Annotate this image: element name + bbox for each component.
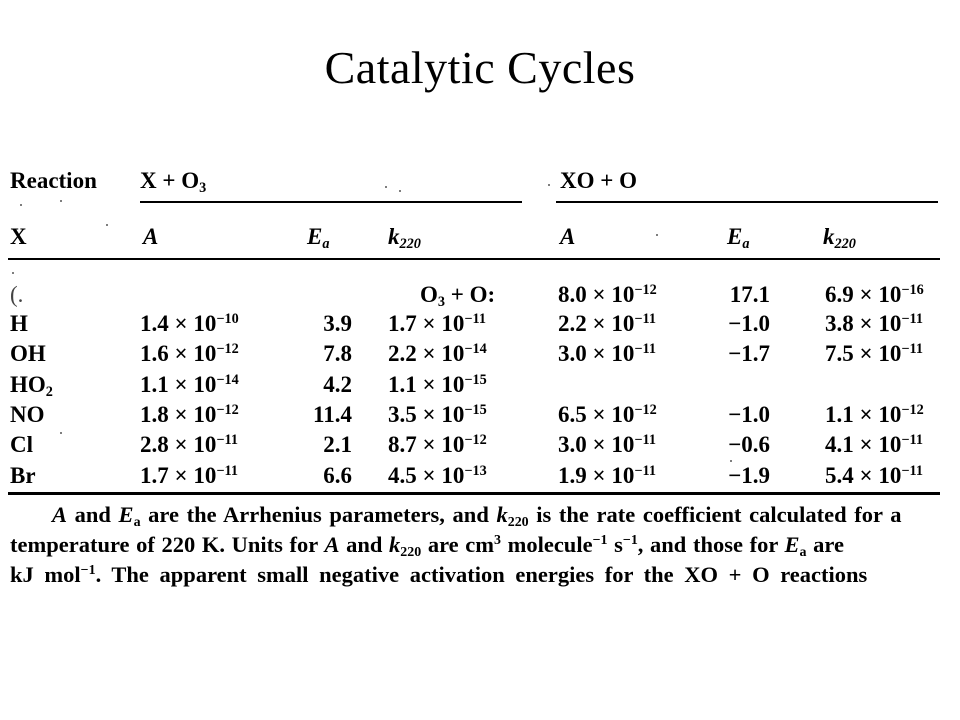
row-label-x: NO [10,402,45,427]
cell-ea-x-o3: 3.9 [323,311,352,336]
header-x: X [10,224,27,249]
row-o3o-x: (. [10,282,24,307]
header-group-x-o3: X + O3 [140,168,207,197]
footnote-line-2: temperature of 220 K. Units for A and k2… [10,532,844,561]
scan-speck [60,200,62,202]
cell-ea-xo-o: −0.6 [728,432,770,457]
cell-ea-x-o3: 2.1 [323,432,352,457]
header-group-xo-o: XO + O [560,168,637,193]
cell-k220-x-o3: 2.2 × 10−14 [388,341,487,366]
row-o3o-ea2: 17.1 [729,282,770,307]
cell-ea-x-o3: 11.4 [313,402,352,427]
cell-ea-xo-o: −1.0 [728,311,770,336]
cell-a-x-o3: 1.8 × 10−12 [140,402,239,427]
cell-k220-x-o3: 8.7 × 10−12 [388,432,487,457]
scan-speck [60,432,62,434]
cell-a-xo-o: 3.0 × 10−11 [558,432,656,457]
cell-k220-xo-o: 3.8 × 10−11 [825,311,923,336]
slide-title: Catalytic Cycles [324,42,636,93]
cell-ea-x-o3: 4.2 [323,372,352,397]
row-o3o-a2: 8.0 × 10−12 [558,282,657,307]
header-underline [8,258,940,260]
scan-speck [656,234,658,236]
header-ea-2: Ea [727,224,750,253]
cell-a-x-o3: 1.4 × 10−10 [140,311,239,336]
cell-ea-x-o3: 7.8 [323,341,352,366]
cell-a-xo-o: 3.0 × 10−11 [558,341,656,366]
scan-speck [20,204,22,206]
cell-k220-xo-o: 1.1 × 10−12 [825,402,924,427]
cell-a-xo-o: 6.5 × 10−12 [558,402,657,427]
footnote-line-1: A and Ea are the Arrhenius parameters, a… [52,502,902,531]
cell-k220-xo-o: 5.4 × 10−11 [825,463,923,488]
cell-a-x-o3: 1.6 × 10−12 [140,341,239,366]
cell-a-x-o3: 2.8 × 10−11 [140,432,238,457]
scan-speck [548,184,550,186]
cell-ea-xo-o: −1.7 [728,341,770,366]
header-k220-2: k220 [823,224,856,253]
row-label-x: Br [10,463,36,488]
footnote-line-3: kJ mol−1. The apparent small negative ac… [10,562,868,587]
header-a-1: A [143,224,159,249]
row-label-x: HO2 [10,372,53,401]
scan-speck [399,190,401,192]
header-ea-1: Ea [307,224,330,253]
row-label-x: Cl [10,432,33,457]
cell-a-xo-o: 2.2 × 10−11 [558,311,656,336]
cell-a-xo-o: 1.9 × 10−11 [558,463,656,488]
row-o3o-k2: 6.9 × 10−16 [825,282,924,307]
cell-k220-x-o3: 3.5 × 10−15 [388,402,487,427]
scan-speck [106,224,108,226]
cell-k220-x-o3: 1.7 × 10−11 [388,311,486,336]
row-label-x: OH [10,341,46,366]
scan-speck [735,510,737,512]
scanned-table-figure: Reaction X + O3 XO + O X A Ea k220 A Ea … [0,160,960,590]
cell-a-x-o3: 1.7 × 10−11 [140,463,238,488]
cell-ea-xo-o: −1.0 [728,402,770,427]
cell-a-x-o3: 1.1 × 10−14 [140,372,239,397]
header-a-2: A [560,224,576,249]
header-k220-1: k220 [388,224,421,253]
cell-k220-x-o3: 1.1 × 10−15 [388,372,487,397]
group1-underline [140,201,522,203]
header-reaction: Reaction [10,168,97,193]
scan-speck [385,186,387,188]
group2-underline [556,201,938,203]
scan-speck [12,272,14,274]
scan-speck [730,460,732,462]
table-bottom-rule [8,492,940,495]
row-label-x: H [10,311,28,336]
row-o3o-label: O3 + O: [420,282,496,311]
cell-k220-x-o3: 4.5 × 10−13 [388,463,487,488]
cell-k220-xo-o: 4.1 × 10−11 [825,432,923,457]
cell-ea-xo-o: −1.9 [728,463,770,488]
cell-ea-x-o3: 6.6 [323,463,352,488]
cell-k220-xo-o: 7.5 × 10−11 [825,341,923,366]
